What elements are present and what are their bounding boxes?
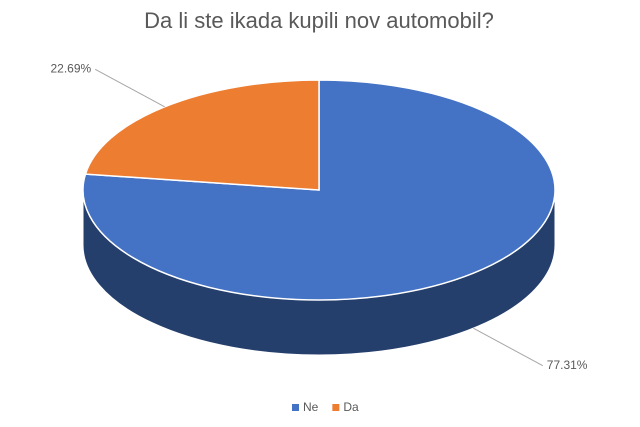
legend-swatch — [332, 404, 340, 411]
chart-title: Da li ste ikada kupili nov automobil? — [144, 8, 494, 33]
leader-line — [94, 68, 165, 108]
legend-label: Da — [343, 400, 359, 414]
pie-slice — [84, 79, 320, 191]
legend-label: Ne — [303, 400, 319, 414]
data-label: 77.31% — [547, 358, 588, 372]
data-label: 22.69% — [51, 62, 92, 76]
legend-swatch — [292, 404, 299, 411]
leader-line — [473, 327, 544, 367]
